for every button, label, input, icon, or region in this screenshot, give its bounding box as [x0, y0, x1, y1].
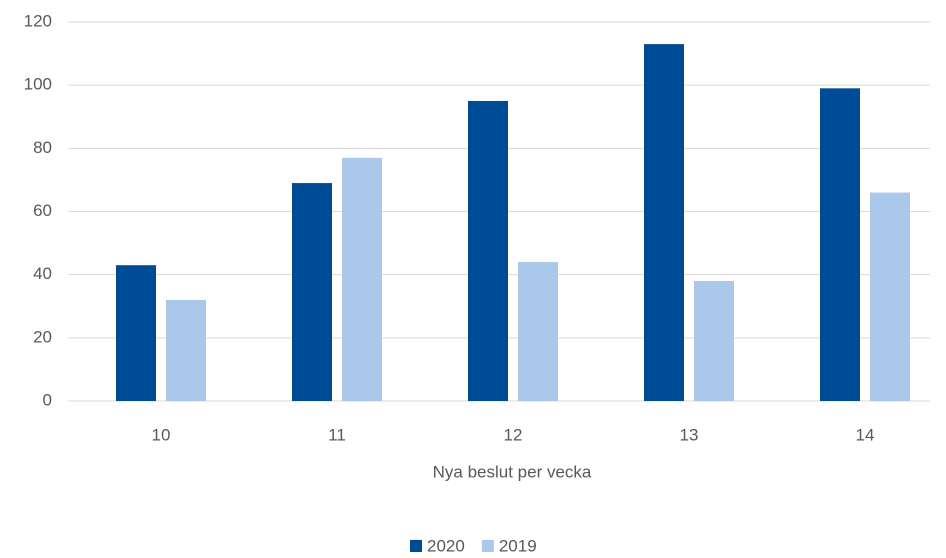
y-tick-label: 60 [33, 201, 52, 220]
bar [518, 262, 558, 401]
bar [820, 88, 860, 401]
bar [644, 44, 684, 401]
bar [166, 299, 206, 401]
x-tick-label: 13 [680, 425, 699, 444]
bar [870, 192, 910, 401]
y-tick-label: 80 [33, 138, 52, 157]
legend-swatch [481, 540, 494, 552]
x-axis-label: Nya beslut per vecka [433, 462, 592, 481]
bar [342, 157, 382, 401]
legend-label: 2020 [427, 536, 465, 555]
bar [116, 265, 156, 401]
y-tick-label: 20 [33, 327, 52, 346]
bar [468, 100, 508, 401]
bar [292, 183, 332, 401]
y-tick-label: 120 [24, 11, 52, 30]
x-tick-label: 14 [856, 425, 875, 444]
x-tick-label: 11 [328, 425, 346, 444]
bar [694, 280, 734, 401]
x-tick-label: 12 [504, 425, 523, 444]
x-tick-label: 10 [152, 425, 171, 444]
y-tick-label: 0 [43, 390, 52, 409]
y-tick-label: 40 [33, 264, 52, 283]
legend-swatch [410, 540, 422, 552]
legend-label: 2019 [499, 536, 537, 555]
y-tick-label: 100 [24, 75, 52, 94]
